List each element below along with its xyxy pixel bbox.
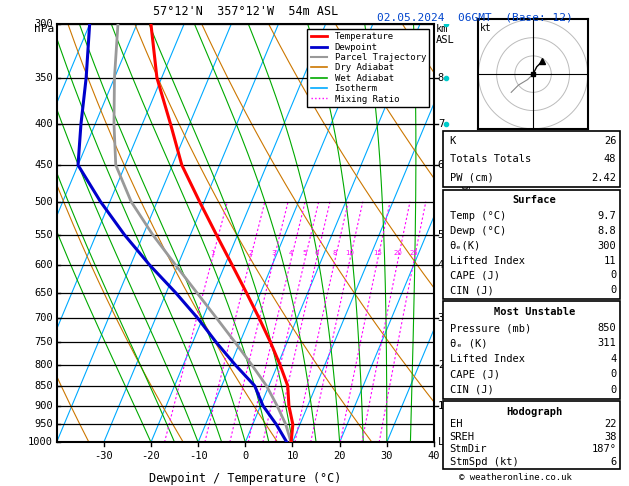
Text: -20: -20 bbox=[142, 451, 160, 461]
Text: hPa: hPa bbox=[35, 24, 55, 35]
Text: 750: 750 bbox=[34, 337, 53, 347]
Text: 38: 38 bbox=[604, 432, 616, 442]
Text: © weatheronline.co.uk: © weatheronline.co.uk bbox=[459, 473, 572, 482]
Text: 02.05.2024  06GMT  (Base: 12): 02.05.2024 06GMT (Base: 12) bbox=[377, 12, 573, 22]
Text: EH: EH bbox=[450, 419, 462, 429]
Text: 10: 10 bbox=[345, 250, 355, 256]
Text: 311: 311 bbox=[598, 338, 616, 348]
Text: 4: 4 bbox=[289, 250, 293, 256]
Text: 300: 300 bbox=[598, 241, 616, 251]
Text: 0: 0 bbox=[242, 451, 248, 461]
Text: Dewp (°C): Dewp (°C) bbox=[450, 226, 506, 236]
Text: 25: 25 bbox=[410, 250, 419, 256]
Text: 57°12'N  357°12'W  54m ASL: 57°12'N 357°12'W 54m ASL bbox=[153, 5, 338, 18]
Text: 8.8: 8.8 bbox=[598, 226, 616, 236]
Text: CIN (J): CIN (J) bbox=[450, 285, 494, 295]
Text: 26: 26 bbox=[604, 136, 616, 145]
Text: 1: 1 bbox=[438, 400, 444, 411]
Text: 1: 1 bbox=[210, 250, 214, 256]
Text: 30: 30 bbox=[381, 451, 393, 461]
Text: 850: 850 bbox=[598, 323, 616, 333]
Text: Lifted Index: Lifted Index bbox=[450, 354, 525, 364]
Text: 550: 550 bbox=[34, 230, 53, 240]
Text: 500: 500 bbox=[34, 197, 53, 207]
Text: 5: 5 bbox=[438, 230, 444, 240]
Text: 400: 400 bbox=[34, 119, 53, 129]
Text: 950: 950 bbox=[34, 419, 53, 430]
Text: 4: 4 bbox=[438, 260, 444, 270]
Text: Most Unstable: Most Unstable bbox=[494, 307, 576, 317]
Text: StmSpd (kt): StmSpd (kt) bbox=[450, 457, 518, 467]
Text: 450: 450 bbox=[34, 160, 53, 170]
Text: θₑ (K): θₑ (K) bbox=[450, 338, 487, 348]
Text: 2.42: 2.42 bbox=[591, 173, 616, 183]
Text: 4: 4 bbox=[610, 354, 616, 364]
Text: SREH: SREH bbox=[450, 432, 475, 442]
Text: 700: 700 bbox=[34, 313, 53, 324]
Text: 6: 6 bbox=[438, 160, 444, 170]
Text: Totals Totals: Totals Totals bbox=[450, 154, 531, 164]
Text: CIN (J): CIN (J) bbox=[450, 385, 494, 395]
Text: 0: 0 bbox=[610, 285, 616, 295]
Text: 9.7: 9.7 bbox=[598, 211, 616, 221]
Text: Dewpoint / Temperature (°C): Dewpoint / Temperature (°C) bbox=[149, 471, 342, 485]
Text: Pressure (mb): Pressure (mb) bbox=[450, 323, 531, 333]
Text: 650: 650 bbox=[34, 288, 53, 298]
Text: kt: kt bbox=[480, 23, 492, 33]
Text: 300: 300 bbox=[34, 19, 53, 29]
Text: 900: 900 bbox=[34, 400, 53, 411]
Text: K: K bbox=[450, 136, 456, 145]
Text: Lifted Index: Lifted Index bbox=[450, 256, 525, 265]
Text: 7: 7 bbox=[438, 119, 444, 129]
Text: 40: 40 bbox=[428, 451, 440, 461]
Text: km
ASL: km ASL bbox=[436, 24, 455, 45]
Text: Temp (°C): Temp (°C) bbox=[450, 211, 506, 221]
Text: 2: 2 bbox=[248, 250, 252, 256]
Text: 850: 850 bbox=[34, 381, 53, 391]
Text: -30: -30 bbox=[94, 451, 113, 461]
Text: 10: 10 bbox=[286, 451, 299, 461]
Text: CAPE (J): CAPE (J) bbox=[450, 270, 499, 280]
Text: 5: 5 bbox=[303, 250, 307, 256]
Text: 20: 20 bbox=[333, 451, 346, 461]
Text: Surface: Surface bbox=[513, 195, 557, 205]
Text: 15: 15 bbox=[374, 250, 382, 256]
Text: 0: 0 bbox=[610, 385, 616, 395]
Text: 3: 3 bbox=[272, 250, 276, 256]
Text: 6: 6 bbox=[314, 250, 319, 256]
Text: PW (cm): PW (cm) bbox=[450, 173, 494, 183]
Text: LCL: LCL bbox=[438, 437, 457, 447]
Text: 8: 8 bbox=[438, 73, 444, 83]
Text: 6: 6 bbox=[610, 457, 616, 467]
Text: 48: 48 bbox=[604, 154, 616, 164]
Text: θₑ(K): θₑ(K) bbox=[450, 241, 481, 251]
Text: 2: 2 bbox=[438, 360, 444, 370]
Text: 11: 11 bbox=[604, 256, 616, 265]
Text: -10: -10 bbox=[189, 451, 208, 461]
Text: 3: 3 bbox=[438, 313, 444, 324]
Text: 187°: 187° bbox=[591, 444, 616, 454]
Text: 800: 800 bbox=[34, 360, 53, 370]
Text: CAPE (J): CAPE (J) bbox=[450, 369, 499, 380]
Text: 0: 0 bbox=[610, 369, 616, 380]
Text: 1000: 1000 bbox=[28, 437, 53, 447]
Text: Hodograph: Hodograph bbox=[506, 407, 563, 417]
Legend: Temperature, Dewpoint, Parcel Trajectory, Dry Adiabat, Wet Adiabat, Isotherm, Mi: Temperature, Dewpoint, Parcel Trajectory… bbox=[308, 29, 430, 107]
Text: StmDir: StmDir bbox=[450, 444, 487, 454]
Text: 22: 22 bbox=[604, 419, 616, 429]
Text: 8: 8 bbox=[333, 250, 337, 256]
Text: 20: 20 bbox=[394, 250, 403, 256]
Text: 600: 600 bbox=[34, 260, 53, 270]
Text: 0: 0 bbox=[610, 270, 616, 280]
Text: 350: 350 bbox=[34, 73, 53, 83]
Text: Mixing Ratio (g/kg): Mixing Ratio (g/kg) bbox=[461, 177, 471, 289]
